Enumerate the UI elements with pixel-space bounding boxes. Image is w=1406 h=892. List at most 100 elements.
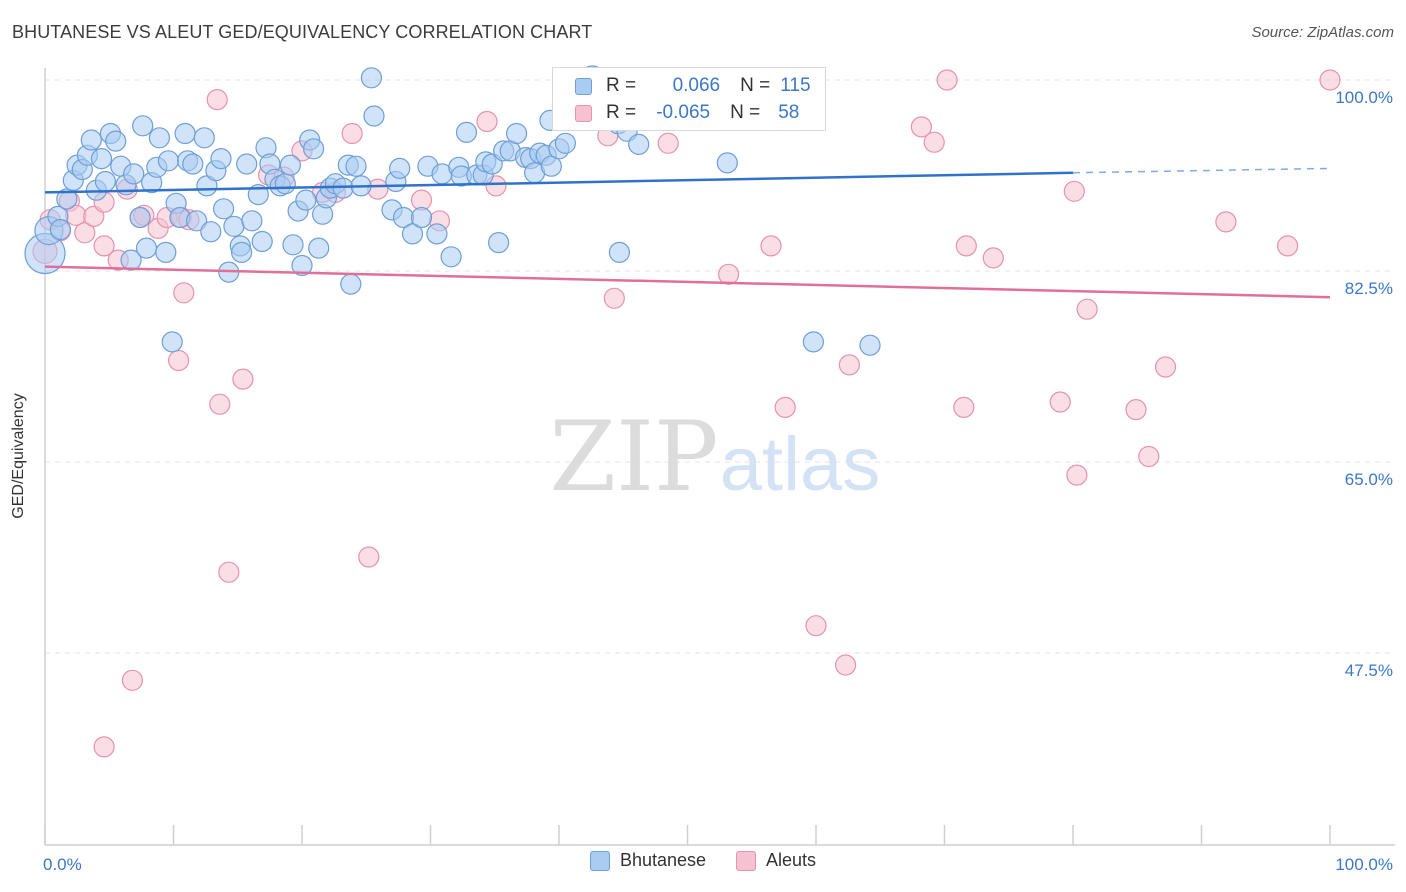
bhutanese-point	[120, 249, 142, 271]
bhutanese-point	[193, 127, 215, 149]
legend-r-value: 0.066	[672, 75, 721, 96]
legend-n-label: N =	[730, 102, 761, 123]
legend-swatch-bhutanese	[575, 77, 592, 95]
series-legend-label: Bhutanese	[619, 850, 707, 870]
bhutanese-point	[274, 173, 296, 195]
aleuts-point	[206, 88, 228, 111]
bhutanese-point	[308, 237, 330, 259]
axes	[44, 68, 1395, 846]
bhutanese-point	[426, 223, 448, 245]
bhutanese-point	[90, 148, 113, 170]
bhutanese-point	[802, 331, 825, 353]
bhutanese-point	[340, 273, 362, 295]
aleuts-point	[1215, 211, 1237, 233]
bhutanese-point	[279, 154, 301, 176]
bhutanese-point	[213, 198, 235, 220]
series-swatch-bhutanese	[589, 850, 610, 871]
aleuts-point	[1076, 298, 1098, 320]
bhutanese-point	[859, 334, 881, 356]
y-tick-label: 65.0%	[1345, 470, 1393, 489]
legend-n-label: N =	[740, 75, 771, 96]
bhutanese-point	[223, 215, 245, 237]
aleuts-point	[232, 368, 254, 390]
y-tick-label: 47.5%	[1345, 661, 1393, 680]
bhutanese-point	[440, 246, 462, 268]
correlation-legend: R = 0.066 N = 115 R = -0.065 N = 58	[552, 67, 826, 131]
bhutanese-point	[148, 127, 170, 149]
bhutanese-point	[241, 210, 263, 232]
aleuts-point	[93, 736, 115, 758]
aleuts-point	[657, 132, 679, 154]
x-tick-label: 100.0%	[1335, 855, 1393, 874]
aleuts-point	[805, 615, 827, 637]
bhutanese-point	[186, 210, 208, 232]
aleuts-point	[1154, 356, 1177, 378]
legend-n-value: 58	[778, 102, 800, 123]
bhutanese-point	[161, 331, 183, 353]
y-tick-label: 82.5%	[1345, 279, 1393, 298]
bhutanese-point	[455, 121, 478, 143]
bhutanese-point	[716, 152, 738, 174]
aleuts-point	[774, 396, 796, 418]
trend-lines	[44, 167, 1331, 299]
bhutanese-point	[105, 130, 127, 152]
bhutanese-point	[132, 115, 154, 137]
bhutanese-point	[174, 122, 196, 145]
legend-n-value: 115	[780, 75, 811, 96]
aleuts-point	[936, 69, 958, 91]
legend-row-bhutanese: R = 0.066 N = 115	[575, 72, 811, 100]
bhutanese-point	[236, 153, 258, 175]
aleuts-point	[83, 205, 105, 227]
x-tick-label: 0.0%	[43, 855, 82, 874]
bhutanese-point	[135, 237, 158, 259]
bhutanese-point	[155, 241, 177, 263]
bhutanese-point	[200, 221, 222, 243]
aleuts-point	[74, 222, 96, 244]
tick-labels: 100.0% 82.5% 65.0% 47.5% 0.0% 100.0%	[43, 88, 1393, 874]
bhutanese-trend-line	[44, 171, 1074, 194]
bhutanese-point	[80, 129, 102, 151]
aleuts-point	[760, 235, 782, 257]
bhutanese-point	[210, 148, 232, 170]
aleuts-point	[1066, 464, 1088, 486]
source-credit: Source: ZipAtlas.com	[1251, 24, 1394, 41]
y-tick-label: 100.0%	[1335, 88, 1393, 107]
bhutanese-point	[389, 157, 411, 179]
bhutanese-point	[56, 188, 78, 210]
aleuts-point	[1138, 445, 1160, 468]
aleuts-point	[953, 396, 975, 418]
chart-title: BHUTANESE VS ALEUT GED/EQUIVALENCY CORRE…	[12, 22, 593, 42]
series-legend-aleuts: Aleuts	[736, 850, 816, 871]
bhutanese-point	[94, 170, 117, 193]
legend-r-value: -0.065	[656, 102, 711, 123]
aleuts-point	[1063, 180, 1085, 202]
aleuts-point	[173, 282, 195, 304]
legend-swatch-aleuts	[575, 104, 592, 122]
bhutanese-point	[157, 150, 179, 172]
bhutanese-point	[291, 254, 313, 277]
bhutanese-point	[540, 155, 562, 177]
aleuts-point	[603, 287, 625, 309]
aleuts-point	[341, 122, 363, 145]
bhutanese-point	[628, 133, 650, 155]
aleuts-point	[923, 131, 945, 153]
aleuts-point	[358, 546, 380, 568]
bhutanese-point	[295, 189, 317, 211]
series-legend-label: Aleuts	[766, 850, 817, 870]
bhutanese-point	[129, 206, 151, 229]
aleuts-point	[910, 116, 933, 138]
bhutanese-point	[360, 67, 382, 89]
aleuts-point	[168, 349, 190, 372]
watermark: ZIP atlas	[549, 401, 880, 513]
bhutanese-point	[488, 232, 510, 254]
aleuts-trend-line	[44, 265, 1331, 299]
bhutanese-point	[345, 155, 367, 177]
series-legend: Bhutanese Aleuts	[0, 850, 1406, 871]
aleuts-point	[982, 247, 1004, 269]
series-legend-bhutanese: Bhutanese	[589, 850, 707, 871]
legend-r-label: R =	[606, 102, 637, 123]
bhutanese-point	[505, 122, 528, 145]
aleuts-points	[32, 69, 1341, 758]
aleuts-point	[1319, 69, 1341, 91]
